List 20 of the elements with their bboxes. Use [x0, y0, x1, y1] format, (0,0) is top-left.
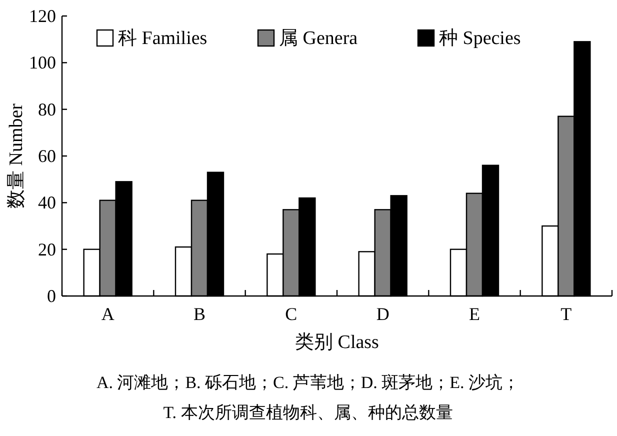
y-tick-label: 120: [29, 6, 56, 26]
x-tick-label: B: [193, 304, 206, 324]
text: A. 河滩地；B. 砾石地；C. 芦苇地；D. 斑茅地；E. 沙坑；: [96, 373, 520, 392]
x-tick-label: D: [376, 304, 390, 324]
x-tick-label: A: [101, 304, 114, 324]
y-tick-label: 20: [38, 239, 56, 260]
y-tick-label: 60: [38, 146, 56, 166]
legend-label: 种 Species: [439, 28, 521, 49]
x-tick-label: E: [469, 304, 480, 324]
x-axis-title: 类别 Class: [295, 332, 379, 353]
y-tick-label: 0: [47, 286, 56, 306]
y-tick-label: 80: [38, 99, 56, 120]
legend-label: 科 Families: [118, 28, 208, 49]
x-tick-label: T: [560, 304, 572, 324]
y-axis-title: 数量 Number: [6, 102, 27, 209]
x-tick-label: C: [285, 304, 298, 324]
y-tick-label: 40: [38, 192, 56, 213]
legend-label: 属 Genera: [279, 28, 358, 49]
y-tick-label: 100: [29, 52, 56, 73]
text: T. 本次所调查植物科、属、种的总数量: [163, 403, 453, 422]
